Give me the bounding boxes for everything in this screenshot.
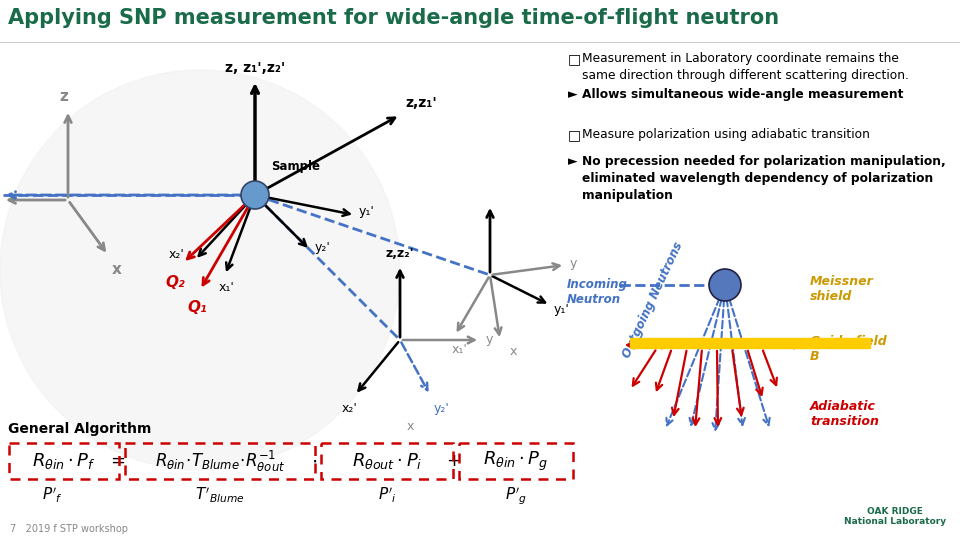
Text: x: x bbox=[406, 420, 414, 433]
Text: =: = bbox=[110, 452, 126, 470]
Text: z: z bbox=[60, 89, 68, 104]
Text: Measurement in Laboratory coordinate remains the
same direction through differen: Measurement in Laboratory coordinate rem… bbox=[582, 52, 909, 82]
Text: y₁': y₁' bbox=[359, 205, 374, 218]
Text: x: x bbox=[112, 262, 122, 277]
Text: z,z₁': z,z₁' bbox=[405, 96, 437, 110]
Text: Q₁: Q₁ bbox=[187, 300, 206, 315]
Text: $T'_{Blume}$: $T'_{Blume}$ bbox=[195, 486, 245, 505]
Text: z,z₂': z,z₂' bbox=[386, 247, 415, 260]
Text: Measure polarization using adiabatic transition: Measure polarization using adiabatic tra… bbox=[582, 128, 870, 141]
Text: $P'_f$: $P'_f$ bbox=[41, 486, 62, 505]
Text: x: x bbox=[510, 345, 517, 358]
Text: 7   2019 f STP workshop: 7 2019 f STP workshop bbox=[10, 524, 128, 534]
Text: x₁': x₁' bbox=[452, 343, 468, 356]
Text: z, z₁',z₂': z, z₁',z₂' bbox=[225, 61, 285, 75]
Text: y₂': y₂' bbox=[434, 402, 450, 415]
Text: $R_{\theta in}\cdot P_f$: $R_{\theta in}\cdot P_f$ bbox=[32, 451, 96, 471]
Text: y₁': y₁' bbox=[554, 302, 570, 315]
Text: $P'_i$: $P'_i$ bbox=[377, 486, 396, 505]
Text: Outgoing Neutrons: Outgoing Neutrons bbox=[620, 240, 685, 360]
Text: y₂': y₂' bbox=[315, 240, 331, 253]
Circle shape bbox=[709, 269, 741, 301]
Text: $R_{\theta in}\cdot P_g$: $R_{\theta in}\cdot P_g$ bbox=[483, 449, 549, 472]
Text: OAK RIDGE
National Laboratory: OAK RIDGE National Laboratory bbox=[844, 507, 946, 526]
Text: Q₂: Q₂ bbox=[165, 275, 185, 290]
Text: ►: ► bbox=[568, 155, 578, 168]
Bar bbox=[630, 338, 870, 348]
Text: $P'_g$: $P'_g$ bbox=[505, 486, 527, 507]
Text: Adiabatic
transition: Adiabatic transition bbox=[810, 400, 878, 428]
Text: General Algorithm: General Algorithm bbox=[8, 422, 152, 436]
Text: x₂': x₂' bbox=[342, 402, 358, 415]
Text: No precession needed for polarization manipulation,
eliminated wavelength depend: No precession needed for polarization ma… bbox=[582, 155, 946, 202]
Text: □: □ bbox=[568, 128, 581, 142]
Text: □: □ bbox=[568, 52, 581, 66]
Text: +: + bbox=[446, 452, 462, 470]
Text: ►: ► bbox=[568, 88, 578, 101]
Text: y: y bbox=[570, 256, 577, 269]
Text: x₁': x₁' bbox=[219, 281, 235, 294]
Text: Incoming
Neutron: Incoming Neutron bbox=[567, 278, 628, 306]
Text: y: y bbox=[486, 334, 493, 347]
Text: $R_{\theta out}\cdot P_i$: $R_{\theta out}\cdot P_i$ bbox=[351, 451, 422, 471]
Circle shape bbox=[0, 70, 400, 470]
Text: Guide field
B: Guide field B bbox=[810, 335, 887, 363]
Text: Applying SNP measurement for wide-angle time-of-flight neutron: Applying SNP measurement for wide-angle … bbox=[8, 8, 780, 28]
Text: x₂': x₂' bbox=[169, 248, 185, 261]
Text: $\cdot$: $\cdot$ bbox=[311, 451, 317, 470]
Text: Sample: Sample bbox=[271, 160, 320, 173]
Text: Meissner
shield: Meissner shield bbox=[810, 275, 874, 303]
Circle shape bbox=[241, 181, 269, 209]
Text: $R_{\theta in}\!\cdot\! T_{Blume}\!\cdot\! R_{\theta out}^{-1}$: $R_{\theta in}\!\cdot\! T_{Blume}\!\cdot… bbox=[155, 448, 285, 474]
Text: Allows simultaneous wide-angle measurement: Allows simultaneous wide-angle measureme… bbox=[582, 88, 903, 101]
